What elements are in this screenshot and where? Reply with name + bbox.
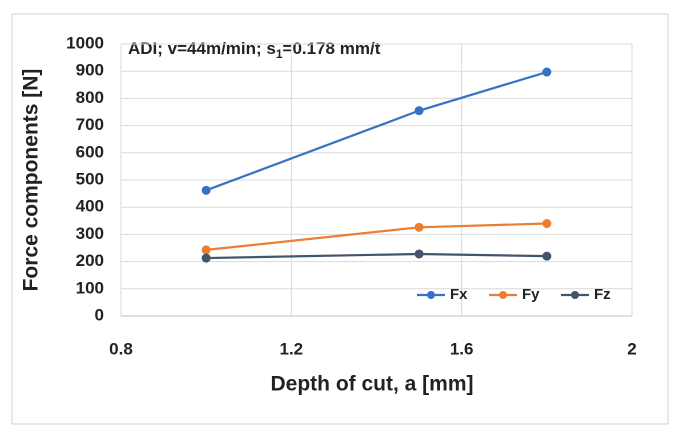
x-tick-label: 0.8: [109, 339, 133, 358]
y-tick-label: 200: [76, 251, 104, 270]
data-point: [414, 222, 424, 232]
data-point: [201, 185, 211, 195]
annotation: ADI; v=44m/min; s1=0.178 mm/t: [128, 39, 381, 61]
data-point: [542, 219, 552, 229]
legend-label: Fz: [594, 286, 611, 303]
annotation-subscript: 1: [276, 47, 283, 61]
y-axis-label: Force components [N]: [20, 69, 43, 292]
legend-label: Fx: [450, 286, 468, 303]
y-tick-label: 700: [76, 115, 104, 134]
data-point: [201, 253, 211, 263]
y-tick-label: 500: [76, 169, 104, 188]
y-tick-label: 900: [76, 61, 104, 80]
y-tick-label: 0: [95, 305, 104, 324]
legend-label: Fy: [522, 286, 540, 303]
data-point: [414, 249, 424, 259]
data-point: [542, 67, 552, 77]
annotation-text-after: =0.178 mm/t: [283, 39, 381, 58]
legend-marker: [499, 291, 507, 299]
x-tick-label: 1.2: [280, 339, 304, 358]
y-tick-label: 300: [76, 224, 104, 243]
x-axis-label: Depth of cut, a [mm]: [271, 373, 474, 396]
data-point: [414, 106, 424, 116]
chart-frame: [11, 13, 669, 425]
y-tick-label: 400: [76, 197, 104, 216]
y-tick-label: 1000: [66, 33, 104, 52]
x-tick-label: 2: [627, 339, 636, 358]
data-point: [201, 245, 211, 255]
x-tick-label: 1.6: [450, 339, 474, 358]
legend-marker: [427, 291, 435, 299]
y-tick-label: 800: [76, 88, 104, 107]
legend-marker: [571, 291, 579, 299]
data-point: [542, 251, 552, 261]
y-tick-label: 100: [76, 278, 104, 297]
annotation-text: ADI; v=44m/min; s: [128, 39, 276, 58]
y-tick-label: 600: [76, 142, 104, 161]
